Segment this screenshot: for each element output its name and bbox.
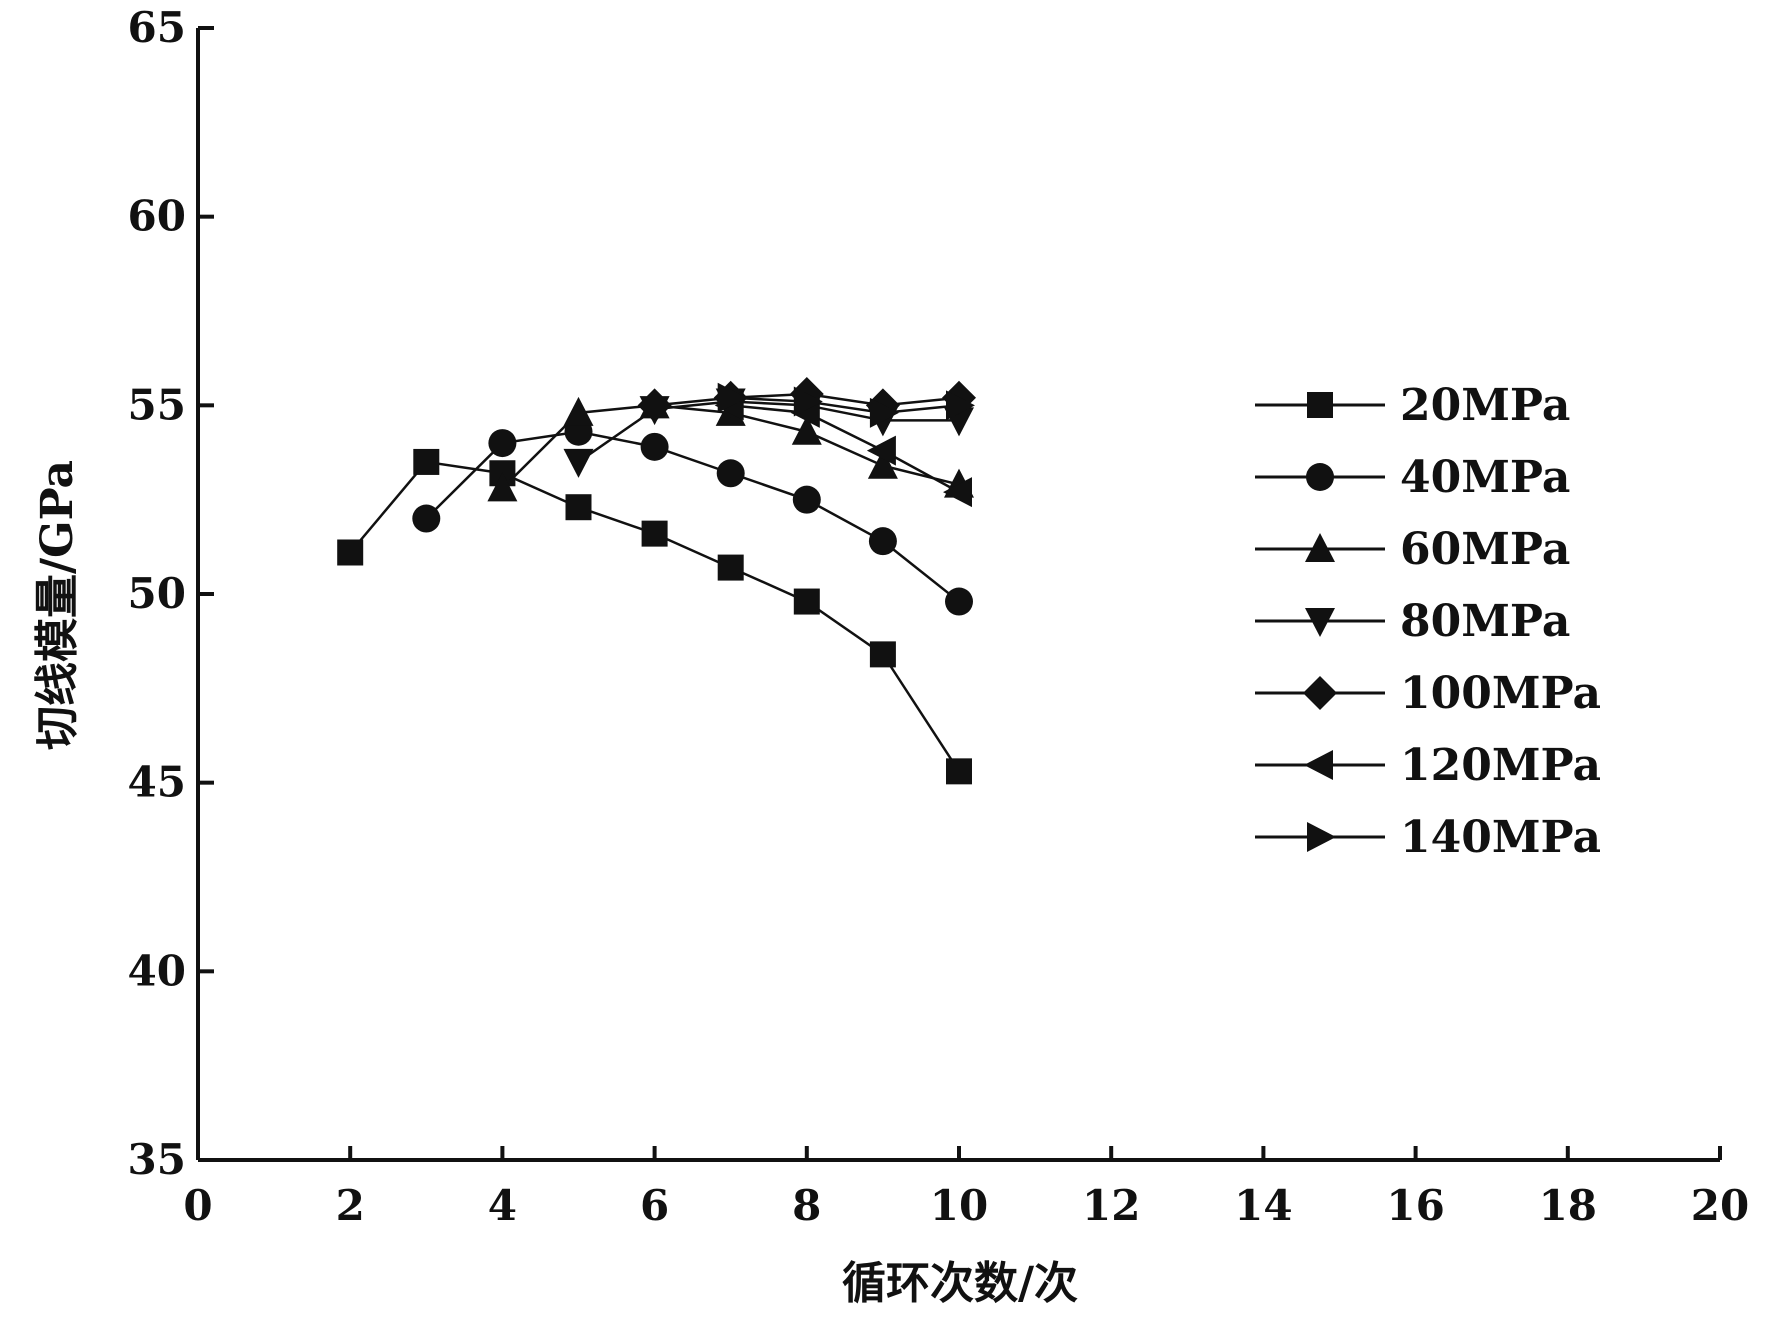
marker-circle — [488, 429, 517, 458]
x-tick-label: 12 — [1082, 1181, 1140, 1230]
legend-label: 60MPa — [1400, 524, 1570, 575]
marker-triangle-up — [487, 472, 518, 502]
x-tick-label: 16 — [1386, 1181, 1444, 1230]
marker-triangle-right — [1307, 822, 1336, 852]
legend-item-80MPa: 80MPa — [1255, 596, 1570, 647]
axes: 0 2 4 6 8 10 12 14 16 18 20 35 40 45 50 55 60 65 — [128, 3, 1750, 1230]
marker-triangle-right — [793, 386, 823, 417]
legend-label: 100MPa — [1400, 668, 1601, 719]
legend: 20MPa 40MPa 60MPa 80MPa 100MPa 120MPa 140MPa — [1255, 380, 1601, 863]
x-tick-label: 2 — [336, 1181, 365, 1230]
x-tick-label: 14 — [1234, 1181, 1292, 1230]
x-tick-label: 10 — [930, 1181, 988, 1230]
marker-circle — [945, 587, 973, 616]
series-line-140MPa — [730, 396, 960, 415]
legend-item-140MPa: 140MPa — [1255, 812, 1601, 863]
x-tick-label: 0 — [183, 1181, 212, 1230]
marker-circle — [716, 459, 745, 488]
marker-diamond — [1303, 676, 1337, 710]
y-tick-label: 50 — [128, 569, 186, 618]
y-axis-label: 切线模量/GPa — [32, 460, 83, 750]
marker-triangle-right — [946, 390, 975, 421]
marker-circle — [868, 527, 897, 556]
marker-square — [1307, 392, 1333, 418]
legend-item-20MPa: 20MPa — [1255, 380, 1570, 431]
legend-item-60MPa: 60MPa — [1255, 524, 1570, 575]
marker-square — [793, 588, 820, 615]
y-tick-label: 65 — [128, 3, 186, 52]
marker-triangle-left — [866, 435, 896, 466]
x-tick-label: 4 — [488, 1181, 517, 1230]
legend-label: 80MPa — [1400, 596, 1570, 647]
marker-circle — [1306, 463, 1334, 491]
marker-triangle-right — [717, 382, 747, 413]
marker-triangle-left — [943, 477, 972, 508]
series-line-20MPa — [349, 460, 961, 773]
marker-triangle-down — [1305, 608, 1335, 637]
marker-square — [869, 641, 896, 668]
marker-triangle-up — [1305, 533, 1335, 562]
x-tick-label: 20 — [1691, 1181, 1749, 1230]
marker-square — [413, 448, 440, 475]
series-line-120MPa — [730, 404, 960, 494]
x-tick-label: 8 — [792, 1181, 821, 1230]
marker-triangle-down — [563, 448, 594, 478]
x-axis-label: 循环次数/次 — [842, 1258, 1078, 1309]
series-20MPa — [337, 448, 972, 785]
y-tick-label: 55 — [128, 380, 186, 429]
legend-label: 140MPa — [1400, 812, 1601, 863]
marker-square — [337, 539, 364, 566]
y-tick-label: 35 — [128, 1135, 186, 1184]
marker-circle — [640, 432, 669, 461]
marker-triangle-up — [867, 449, 898, 479]
y-tick-label: 40 — [128, 946, 186, 995]
marker-diamond — [637, 388, 672, 423]
legend-label: 20MPa — [1400, 380, 1570, 431]
series-line-80MPa — [577, 400, 959, 463]
marker-triangle-up — [563, 396, 594, 426]
marker-triangle-right — [869, 397, 899, 428]
x-tick-label: 18 — [1539, 1181, 1597, 1230]
legend-label: 40MPa — [1400, 452, 1570, 503]
marker-square — [717, 554, 744, 581]
marker-triangle-left — [1304, 750, 1333, 780]
legend-item-120MPa: 120MPa — [1255, 740, 1601, 791]
marker-square — [565, 494, 592, 521]
marker-square — [641, 520, 668, 547]
marker-triangle-up — [791, 415, 822, 445]
series-140MPa — [717, 382, 975, 428]
y-tick-label: 60 — [128, 192, 186, 241]
marker-square — [946, 758, 972, 785]
marker-circle — [412, 504, 441, 533]
series-layer — [337, 377, 976, 785]
x-tick-label: 6 — [640, 1181, 669, 1230]
series-40MPa — [412, 417, 973, 616]
marker-circle — [792, 485, 821, 514]
y-tick-label: 45 — [128, 758, 186, 807]
legend-label: 120MPa — [1400, 740, 1601, 791]
legend-item-40MPa: 40MPa — [1255, 452, 1570, 503]
legend-item-100MPa: 100MPa — [1255, 668, 1601, 719]
